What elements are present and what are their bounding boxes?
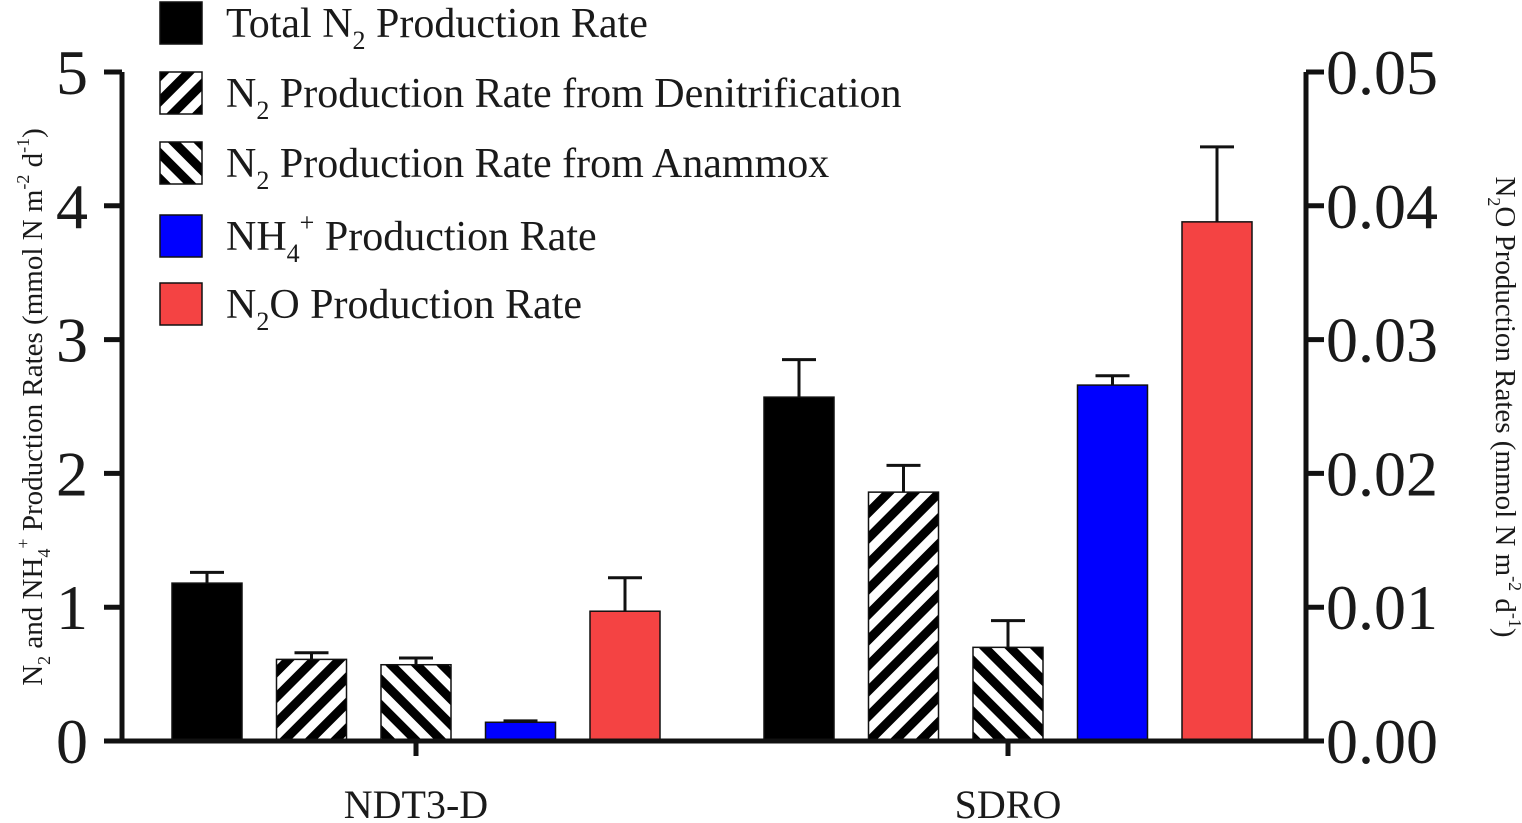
bar-denitrification-ndt3-d xyxy=(275,658,348,742)
right-y-tick-label: 0.00 xyxy=(1326,706,1438,777)
legend-label-nh4: NH4+ Production Rate xyxy=(226,208,597,268)
error-bars-layer xyxy=(190,145,1234,723)
legend: Total N2 Production Rate N2 Production Ra… xyxy=(159,1,902,336)
x-category-label: NDT3-D xyxy=(344,782,488,823)
left-y-tick-label: 4 xyxy=(56,171,88,242)
legend-swatch-total_n2 xyxy=(159,1,203,45)
right-y-tick-label: 0.05 xyxy=(1326,37,1438,108)
bar-total_n2-ndt3-d xyxy=(171,582,243,742)
bar-anammox-sdro xyxy=(972,646,1044,742)
bar-n2o-sdro xyxy=(1181,221,1253,742)
left-y-axis-title: N2 and NH4+ Production Rates (mmol N m-2… xyxy=(13,128,54,686)
right-y-axis-title: N2O Production Rates (mmol N m-2 d-1) xyxy=(1484,176,1522,637)
legend-swatch-anammox xyxy=(159,141,203,185)
x-category-label: SDRO xyxy=(955,782,1062,823)
legend-swatch-denitrification xyxy=(159,71,203,115)
bar-denitrification-sdro xyxy=(867,491,940,742)
right-y-axis-ticks: 0.00 0.01 0.02 0.03 0.04 0.05 xyxy=(1306,37,1438,777)
bars-layer xyxy=(171,221,1253,742)
left-y-tick-label: 5 xyxy=(56,37,88,108)
legend-label-total_n2: Total N2 Production Rate xyxy=(226,1,648,55)
legend-swatch-nh4 xyxy=(159,214,203,258)
legend-label-anammox: N2 Production Rate from Anammox xyxy=(226,141,829,195)
legend-label-n2o: N2O Production Rate xyxy=(226,282,582,336)
x-axis-categories: NDT3-D SDRO xyxy=(344,741,1062,823)
left-y-tick-label: 3 xyxy=(56,305,88,376)
left-y-tick-label: 2 xyxy=(56,438,88,509)
bar-nh4-sdro xyxy=(1076,384,1149,742)
bar-total_n2-sdro xyxy=(763,396,835,742)
right-y-tick-label: 0.03 xyxy=(1326,305,1438,376)
legend-swatch-n2o xyxy=(159,282,203,326)
legend-label-denitrification: N2 Production Rate from Denitrification xyxy=(226,71,902,125)
left-y-axis-ticks: 0 1 2 3 4 5 xyxy=(56,37,122,777)
bar-nh4-ndt3-d xyxy=(484,721,557,742)
left-y-tick-label: 1 xyxy=(56,572,88,643)
left-y-tick-label: 0 xyxy=(56,706,88,777)
right-y-tick-label: 0.01 xyxy=(1326,572,1438,643)
bar-anammox-ndt3-d xyxy=(380,663,452,742)
right-y-tick-label: 0.02 xyxy=(1326,438,1438,509)
right-y-tick-label: 0.04 xyxy=(1326,171,1438,242)
bar-n2o-ndt3-d xyxy=(589,610,661,742)
